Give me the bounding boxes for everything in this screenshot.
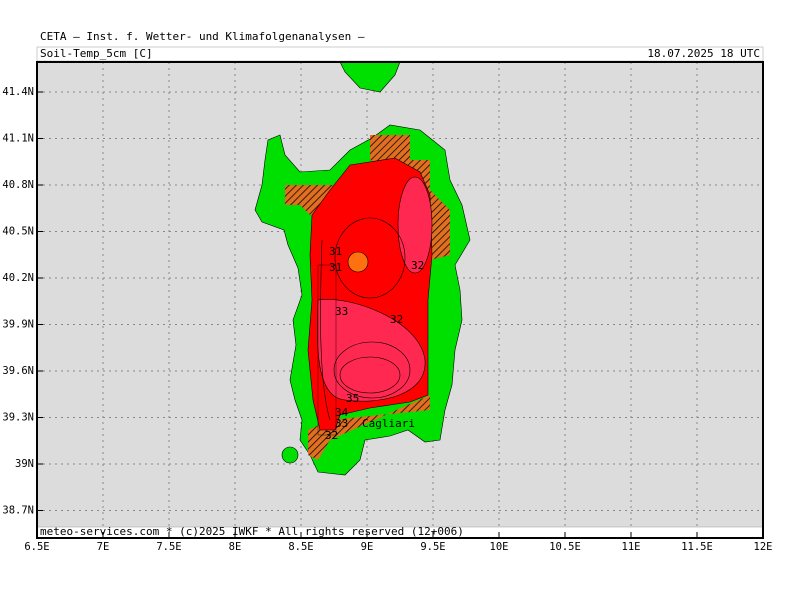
lon-label: 7.5E	[156, 541, 181, 553]
lat-label: 40.5N	[2, 226, 34, 238]
lon-label: 6.5E	[24, 541, 49, 553]
lat-label: 39N	[15, 458, 34, 470]
contour-label: 33	[335, 305, 348, 318]
place-label: Cagliari	[362, 417, 415, 430]
valid-time: 18.07.2025 18 UTC	[647, 47, 760, 60]
lon-label: 9E	[361, 541, 374, 553]
axes: 41.4N 41.1N 40.8N 40.5N 40.2N 39.9N 39.6N 39.3N…	[2, 86, 772, 553]
lat-label: 38.7N	[2, 505, 34, 517]
contour-label: 34	[335, 406, 349, 419]
lon-label: 11E	[622, 541, 641, 553]
lon-label: 7E	[97, 541, 110, 553]
lat-label: 40.2N	[2, 272, 34, 284]
contour-label: 32	[325, 429, 338, 442]
contour-labels: 31 31 32 33 32 35 34 33 32	[325, 245, 424, 442]
contour-label: 33	[335, 417, 348, 430]
lat-label: 40.8N	[2, 179, 34, 191]
parameter: Soil-Temp_5cm [C]	[40, 47, 153, 60]
lat-label: 41.1N	[2, 133, 34, 145]
contour-label: 31	[329, 261, 342, 274]
lat-label: 39.9N	[2, 319, 34, 331]
lon-label: 8E	[229, 541, 242, 553]
corsica	[339, 62, 401, 93]
lon-label: 9.5E	[420, 541, 445, 553]
lon-label: 12E	[754, 541, 773, 553]
map-frame	[36, 61, 764, 539]
lat-label: 39.6N	[2, 365, 34, 377]
contour-label: 35	[346, 392, 359, 405]
land	[254, 62, 471, 476]
lon-label: 10.5E	[549, 541, 581, 553]
lat-label: 41.4N	[2, 86, 34, 98]
contour-label: 32	[390, 313, 403, 326]
title: CETA — Inst. f. Wetter- und Klimafolgena…	[40, 30, 365, 43]
contour-label: 31	[329, 245, 342, 258]
lat-label: 39.3N	[2, 412, 34, 424]
footer: meteo-services.com * (c)2025 IWKF * All …	[40, 525, 464, 538]
contour-label: 32	[411, 259, 424, 272]
lon-label: 11.5E	[681, 541, 713, 553]
lon-label: 10E	[490, 541, 509, 553]
lon-label: 8.5E	[288, 541, 313, 553]
